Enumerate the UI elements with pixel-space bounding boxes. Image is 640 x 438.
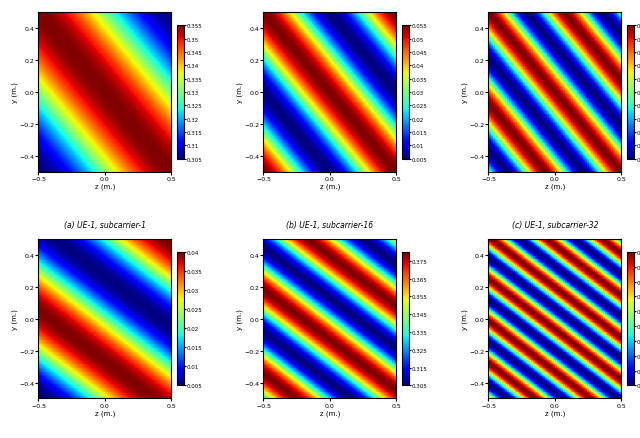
- Text: (a) UE-1, subcarrier-1: (a) UE-1, subcarrier-1: [64, 220, 146, 229]
- Y-axis label: y (m.): y (m.): [12, 308, 18, 329]
- X-axis label: z (m.): z (m.): [95, 409, 115, 416]
- Text: (c) UE-1, subcarrier-32: (c) UE-1, subcarrier-32: [511, 220, 598, 229]
- Y-axis label: y (m.): y (m.): [461, 308, 468, 329]
- Text: (b) UE-1, subcarrier-16: (b) UE-1, subcarrier-16: [286, 220, 373, 229]
- Y-axis label: y (m.): y (m.): [461, 82, 468, 103]
- Y-axis label: y (m.): y (m.): [12, 82, 18, 103]
- Y-axis label: y (m.): y (m.): [236, 308, 243, 329]
- X-axis label: z (m.): z (m.): [319, 409, 340, 416]
- X-axis label: z (m.): z (m.): [319, 183, 340, 189]
- X-axis label: z (m.): z (m.): [545, 183, 565, 189]
- X-axis label: z (m.): z (m.): [545, 409, 565, 416]
- X-axis label: z (m.): z (m.): [95, 183, 115, 189]
- Y-axis label: y (m.): y (m.): [236, 82, 243, 103]
